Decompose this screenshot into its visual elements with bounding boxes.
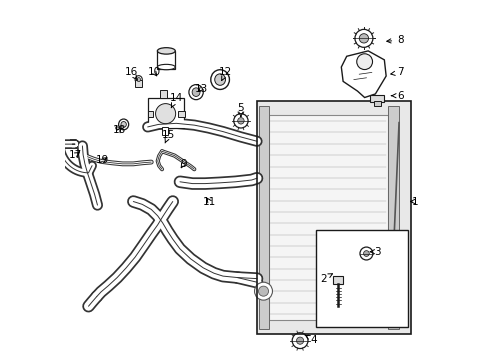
Text: 19: 19: [96, 155, 109, 165]
Ellipse shape: [157, 48, 175, 54]
Circle shape: [363, 251, 368, 256]
Bar: [333, 276, 343, 284]
Text: 3: 3: [369, 247, 380, 257]
Bar: [257, 101, 410, 334]
Circle shape: [258, 286, 268, 296]
Text: 7: 7: [390, 67, 403, 77]
Text: 4: 4: [304, 334, 316, 345]
Bar: [373, 101, 380, 106]
Bar: [258, 107, 268, 329]
Ellipse shape: [157, 64, 175, 70]
Text: 18: 18: [113, 125, 126, 135]
Text: 10: 10: [147, 67, 161, 77]
Circle shape: [296, 337, 303, 344]
Circle shape: [359, 34, 368, 43]
Ellipse shape: [210, 70, 229, 89]
Circle shape: [354, 30, 372, 47]
Ellipse shape: [188, 85, 203, 100]
Circle shape: [155, 104, 175, 124]
Circle shape: [292, 333, 307, 348]
Ellipse shape: [121, 122, 126, 127]
Text: 5: 5: [237, 103, 244, 116]
Circle shape: [359, 247, 372, 260]
Text: 13: 13: [194, 84, 208, 94]
Text: 15: 15: [162, 130, 175, 143]
Bar: [135, 80, 142, 87]
Polygon shape: [341, 51, 386, 98]
Ellipse shape: [192, 88, 200, 96]
Circle shape: [237, 118, 244, 124]
Bar: [157, 51, 175, 69]
Text: 16: 16: [124, 67, 138, 80]
Bar: [160, 90, 166, 98]
Ellipse shape: [135, 76, 142, 84]
Bar: [147, 98, 183, 128]
Ellipse shape: [137, 78, 140, 82]
Bar: [178, 111, 184, 117]
Text: 1: 1: [410, 197, 417, 207]
Bar: [369, 95, 383, 102]
Text: 17: 17: [68, 150, 81, 160]
Bar: [147, 111, 153, 117]
Ellipse shape: [119, 119, 128, 130]
Bar: [268, 116, 387, 320]
Bar: [257, 101, 410, 334]
Circle shape: [233, 114, 247, 128]
Bar: [162, 127, 168, 135]
Bar: [387, 107, 398, 329]
Bar: [316, 230, 407, 327]
Text: 6: 6: [391, 91, 403, 101]
Ellipse shape: [214, 74, 225, 85]
Text: 8: 8: [386, 35, 403, 45]
Circle shape: [356, 54, 372, 69]
Circle shape: [254, 282, 272, 300]
Text: 2: 2: [320, 274, 332, 284]
Text: 9: 9: [180, 159, 186, 169]
Text: 14: 14: [169, 93, 183, 108]
Text: 11: 11: [203, 197, 216, 207]
Text: 12: 12: [219, 67, 232, 81]
